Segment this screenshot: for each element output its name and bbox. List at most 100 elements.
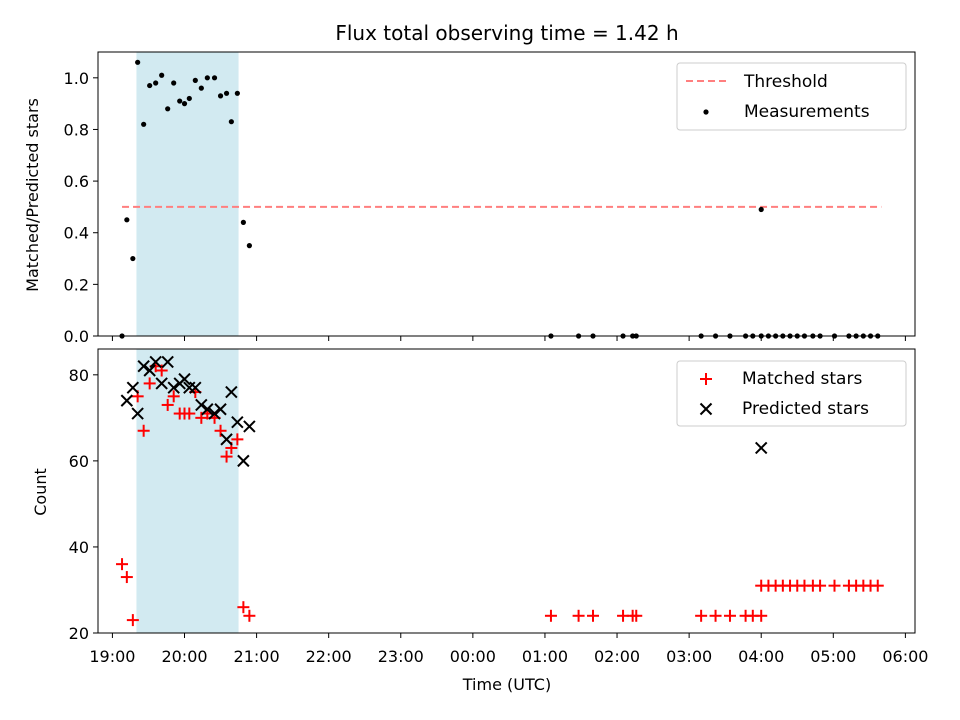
top-legend-box	[676, 62, 907, 131]
predicted-star-point	[189, 381, 202, 394]
bottom-xtick-label: 06:00	[882, 647, 928, 666]
bottom-xtick-label: 01:00	[522, 647, 568, 666]
measurement-point	[159, 72, 165, 78]
measurement-point	[171, 80, 177, 86]
predicted-star-point	[126, 381, 140, 394]
measurement-point	[234, 90, 240, 96]
bottom-ytick-label: 40	[69, 538, 89, 557]
legend-threshold-label: Threshold	[743, 72, 828, 92]
bottom-xtick-label: 23:00	[378, 647, 424, 666]
bottom-xtick-label: 05:00	[810, 647, 856, 666]
matched-star-point	[587, 609, 600, 622]
measurement-point	[240, 219, 246, 225]
measurement-point	[165, 106, 171, 112]
matched-star-point	[120, 571, 133, 584]
predicted-star-point	[220, 433, 233, 446]
matched-star-point	[630, 609, 643, 622]
measurement-point	[124, 217, 130, 223]
legend-predicted-label: Predicted stars	[742, 399, 869, 419]
bottom-y-axis-label: Count	[31, 468, 50, 516]
measurement-point	[141, 121, 147, 127]
legend-matched-label: Matched stars	[742, 369, 862, 389]
legend-predicted-marker	[699, 402, 713, 416]
bottom-xtick-label: 02:00	[594, 647, 640, 666]
bottom-legend-box	[676, 360, 907, 427]
matched-star-point	[814, 579, 827, 592]
matched-star-point	[143, 377, 156, 390]
top-chart-title: Flux total observing time = 1.42 h	[335, 21, 678, 45]
matched-star-point	[572, 609, 585, 622]
bottom-x-axis-label: Time (UTC)	[462, 675, 551, 694]
matched-star-point	[695, 609, 708, 622]
predicted-star-point	[155, 377, 168, 390]
measurement-point	[223, 90, 230, 96]
measurement-point	[211, 75, 218, 81]
predicted-star-point	[161, 355, 174, 369]
top-highlight-span	[136, 52, 239, 336]
top-ytick-label: 0.8	[64, 120, 89, 139]
bottom-xtick-label: 20:00	[161, 647, 207, 666]
predicted-star-point	[214, 403, 227, 416]
predicted-star-point	[120, 394, 134, 407]
matched-star-point	[167, 390, 180, 403]
bottom-xtick-label: 00:00	[450, 647, 496, 666]
measurement-point	[135, 59, 141, 65]
matched-star-point	[126, 614, 139, 627]
top-legend: Threshold Measurements	[676, 62, 907, 131]
matched-star-point	[116, 558, 129, 571]
measurement-point	[177, 98, 183, 104]
predicted-star-point	[201, 403, 214, 416]
measurement-point	[181, 101, 188, 107]
matched-star-point	[709, 609, 722, 622]
measurement-point	[147, 82, 153, 89]
measurement-point	[217, 93, 224, 99]
legend-measurements-label: Measurements	[744, 102, 870, 122]
measurement-point	[246, 243, 252, 249]
bottom-plot-frame	[97, 348, 916, 634]
top-ytick-label: 1.0	[64, 69, 89, 88]
top-plot-frame	[97, 51, 916, 337]
matched-star-point	[137, 424, 150, 437]
bottom-xtick-label: 03:00	[666, 647, 712, 666]
predicted-star-point	[225, 385, 238, 399]
predicted-star-point	[178, 372, 191, 386]
matched-star-point	[871, 579, 884, 592]
measurement-point	[758, 206, 764, 213]
predicted-star-point	[237, 454, 250, 468]
predicted-star-point	[243, 420, 256, 433]
bottom-xtick-label: 21:00	[234, 647, 280, 666]
top-panel: 0.0 0.2 0.4 0.6 0.8 1.0 Flux total observing …	[23, 21, 916, 346]
matched-star-point	[231, 433, 244, 446]
legend-matched-marker	[700, 373, 712, 385]
predicted-star-point	[143, 364, 156, 377]
bottom-xtick-label: 04:00	[738, 647, 784, 666]
matched-star-point	[237, 601, 250, 614]
top-y-axis-label: Matched/Predicted stars	[23, 98, 42, 292]
measurement-point	[228, 119, 234, 125]
predicted-star-point	[137, 360, 150, 373]
matched-star-point	[544, 609, 557, 622]
bottom-ytick-label: 80	[69, 366, 89, 385]
predicted-star-point	[195, 398, 208, 412]
measurement-point	[130, 255, 136, 262]
measurement-point	[204, 75, 210, 81]
matched-star-point	[755, 609, 768, 622]
matched-star-point	[183, 407, 196, 420]
matched-star-point	[220, 450, 233, 463]
bottom-panel: 20 40 60 80 19:00 20:00 21:00 22:00 23:00 00:00 0…	[31, 348, 928, 694]
legend-matched-swatch	[700, 373, 712, 385]
top-ytick-label: 0.2	[64, 275, 89, 294]
matched-star-point	[723, 609, 736, 622]
predicted-star-point	[167, 381, 180, 394]
legend-predicted-swatch	[699, 402, 713, 416]
top-ytick-label: 0.4	[64, 224, 89, 243]
matched-star-point	[828, 579, 841, 592]
bottom-ytick-label: 60	[69, 452, 89, 471]
matched-star-point	[243, 609, 256, 622]
legend-measurements-swatch	[703, 109, 709, 115]
predicted-star-point	[131, 407, 144, 420]
top-ytick-label: 0.0	[64, 327, 89, 346]
measurement-point	[153, 80, 159, 86]
measurement-point	[198, 85, 204, 91]
